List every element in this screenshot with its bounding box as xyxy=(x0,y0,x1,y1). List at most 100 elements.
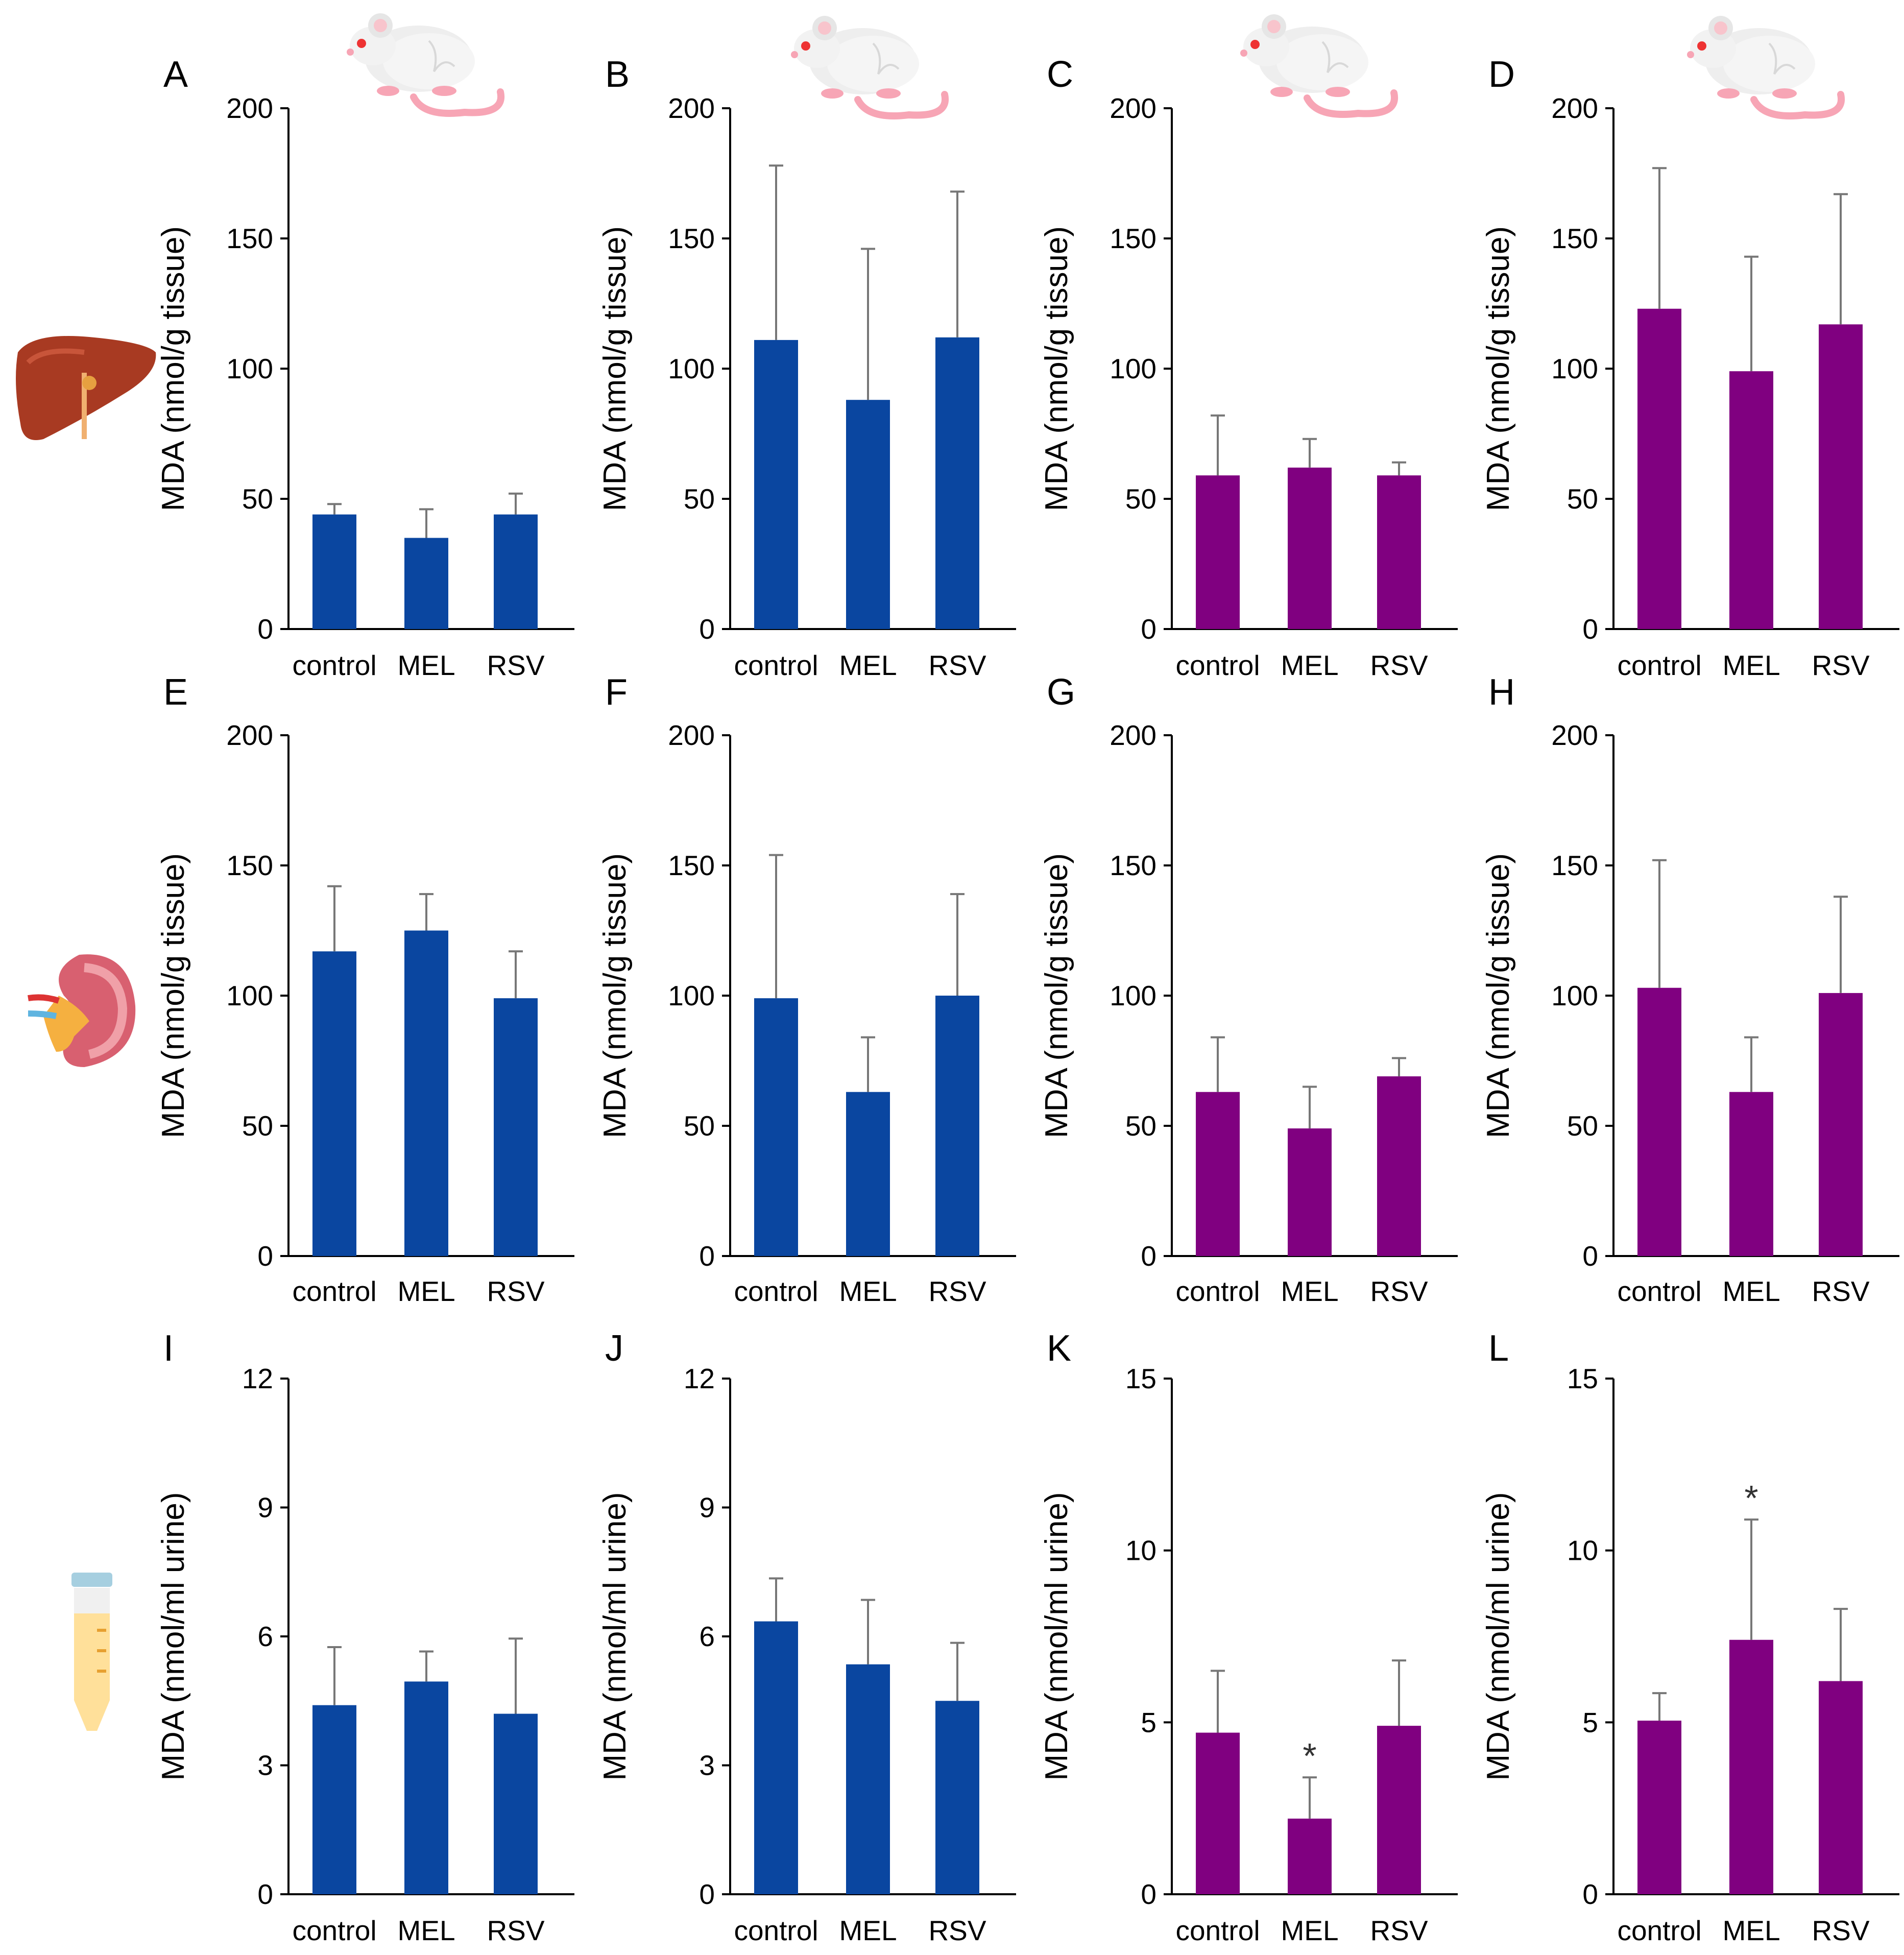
x-tick-label: control xyxy=(1175,1275,1260,1307)
chart-panel-B: B 0 50 100 150 200 MDA (nmol/g tissue) control M… xyxy=(597,54,1016,681)
mouse-icon xyxy=(347,13,501,113)
x-tick-label: MEL xyxy=(397,649,455,681)
bar-control xyxy=(312,951,356,1256)
y-tick-label: 50 xyxy=(242,1110,273,1142)
y-tick-label: 50 xyxy=(684,483,715,515)
x-tick-label: MEL xyxy=(1722,649,1780,681)
y-tick-label: 0 xyxy=(257,1240,273,1272)
y-tick-label: 0 xyxy=(699,613,715,645)
panel-label: K xyxy=(1047,1328,1071,1369)
bar-rsv xyxy=(1819,324,1863,629)
x-tick-label: RSV xyxy=(928,649,986,681)
bar-mel xyxy=(1729,1092,1773,1256)
chart-panel-E: E 0 50 100 150 200 MDA (nmol/g tissue) control M… xyxy=(156,672,574,1307)
bar-control xyxy=(754,998,798,1256)
y-tick-label: 50 xyxy=(1125,1110,1156,1142)
y-axis-label: MDA (nmol/g tissue) xyxy=(597,226,633,511)
panel-label: E xyxy=(163,672,188,713)
bar-control xyxy=(1196,475,1240,629)
bar-rsv xyxy=(494,998,538,1256)
panel-label: F xyxy=(605,672,628,713)
y-tick-label: 50 xyxy=(1567,1110,1598,1142)
x-tick-label: control xyxy=(734,1275,818,1307)
bar-rsv xyxy=(1819,1681,1863,1894)
x-tick-label: RSV xyxy=(1812,1915,1869,1946)
chart-panel-A: A 0 50 100 150 200 MDA (nmol/g tissue) control M… xyxy=(156,54,574,681)
significance-marker: * xyxy=(1303,1736,1316,1776)
bar-mel xyxy=(404,1681,448,1894)
y-axis-label: MDA (nmol/g tissue) xyxy=(1481,853,1516,1138)
y-tick-label: 0 xyxy=(1582,1878,1598,1910)
y-tick-label: 50 xyxy=(1567,483,1598,515)
x-tick-label: control xyxy=(734,649,818,681)
y-axis-label: MDA (nmol/g tissue) xyxy=(597,853,633,1138)
y-tick-label: 15 xyxy=(1125,1363,1156,1394)
y-tick-label: 100 xyxy=(1551,980,1598,1011)
y-axis-label: MDA (nmol/ml urine) xyxy=(1039,1492,1074,1781)
bar-control xyxy=(1196,1732,1240,1894)
bar-mel xyxy=(1729,1639,1773,1894)
bar-mel xyxy=(1288,1818,1332,1894)
x-tick-label: RSV xyxy=(1370,1275,1428,1307)
y-tick-label: 0 xyxy=(1141,1878,1156,1910)
y-axis-label: MDA (nmol/g tissue) xyxy=(156,226,191,511)
panel-label: A xyxy=(163,54,188,95)
panel-label: B xyxy=(605,54,630,95)
bar-control xyxy=(1637,987,1681,1256)
bar-mel xyxy=(846,1092,890,1256)
y-tick-label: 15 xyxy=(1567,1363,1598,1394)
y-tick-label: 100 xyxy=(1110,980,1156,1011)
x-tick-label: RSV xyxy=(1812,649,1869,681)
y-tick-label: 50 xyxy=(684,1110,715,1142)
y-tick-label: 200 xyxy=(226,719,273,751)
x-tick-label: MEL xyxy=(839,1275,897,1307)
x-tick-label: MEL xyxy=(1722,1915,1780,1946)
y-axis-label: MDA (nmol/ml urine) xyxy=(1481,1492,1516,1781)
y-tick-label: 0 xyxy=(1582,613,1598,645)
y-tick-label: 0 xyxy=(699,1878,715,1910)
x-tick-label: RSV xyxy=(487,1275,544,1307)
bar-mel xyxy=(1288,467,1332,629)
bar-rsv xyxy=(1377,1076,1421,1256)
chart-panel-L: L 0 5 10 15 MDA (nmol/ml urine) control * MEL RSV xyxy=(1481,1328,1899,1946)
significance-marker: * xyxy=(1744,1478,1758,1518)
x-tick-label: control xyxy=(292,1915,376,1946)
chart-panel-F: F 0 50 100 150 200 MDA (nmol/g tissue) control M… xyxy=(597,672,1016,1307)
y-tick-label: 0 xyxy=(257,613,273,645)
x-tick-label: control xyxy=(292,1275,376,1307)
x-tick-label: MEL xyxy=(397,1915,455,1946)
x-tick-label: RSV xyxy=(487,1915,544,1946)
panel-label: G xyxy=(1047,672,1075,713)
y-tick-label: 200 xyxy=(1110,719,1156,751)
mouse-icon xyxy=(791,16,945,116)
bar-control xyxy=(754,1621,798,1894)
y-tick-label: 150 xyxy=(1110,850,1156,881)
bar-control xyxy=(1637,1720,1681,1894)
x-tick-label: RSV xyxy=(928,1915,986,1946)
y-axis-label: MDA (nmol/g tissue) xyxy=(1481,226,1516,511)
y-tick-label: 100 xyxy=(668,353,715,384)
x-tick-label: RSV xyxy=(928,1275,986,1307)
x-tick-label: MEL xyxy=(1281,1915,1338,1946)
panel-label: I xyxy=(163,1328,174,1369)
y-tick-label: 3 xyxy=(699,1750,715,1781)
y-tick-label: 0 xyxy=(1141,1240,1156,1272)
bar-rsv xyxy=(935,996,979,1256)
x-tick-label: MEL xyxy=(1281,649,1338,681)
y-tick-label: 150 xyxy=(226,223,273,254)
x-tick-label: control xyxy=(1175,1915,1260,1946)
bar-rsv xyxy=(1377,475,1421,629)
y-tick-label: 10 xyxy=(1567,1535,1598,1566)
kidney-icon xyxy=(28,954,135,1067)
bar-mel xyxy=(404,930,448,1256)
y-tick-label: 0 xyxy=(699,1240,715,1272)
bar-rsv xyxy=(494,1713,538,1894)
chart-panel-J: J 0 3 6 9 12 MDA (nmol/ml urine) control MEL RSV xyxy=(597,1328,1016,1946)
mouse-icon xyxy=(1240,14,1394,114)
x-tick-label: control xyxy=(292,649,376,681)
y-tick-label: 9 xyxy=(257,1492,273,1524)
chart-panel-I: I 0 3 6 9 12 MDA (nmol/ml urine) control MEL RSV xyxy=(156,1328,574,1946)
x-tick-label: RSV xyxy=(1370,1915,1428,1946)
bar-rsv xyxy=(935,337,979,629)
